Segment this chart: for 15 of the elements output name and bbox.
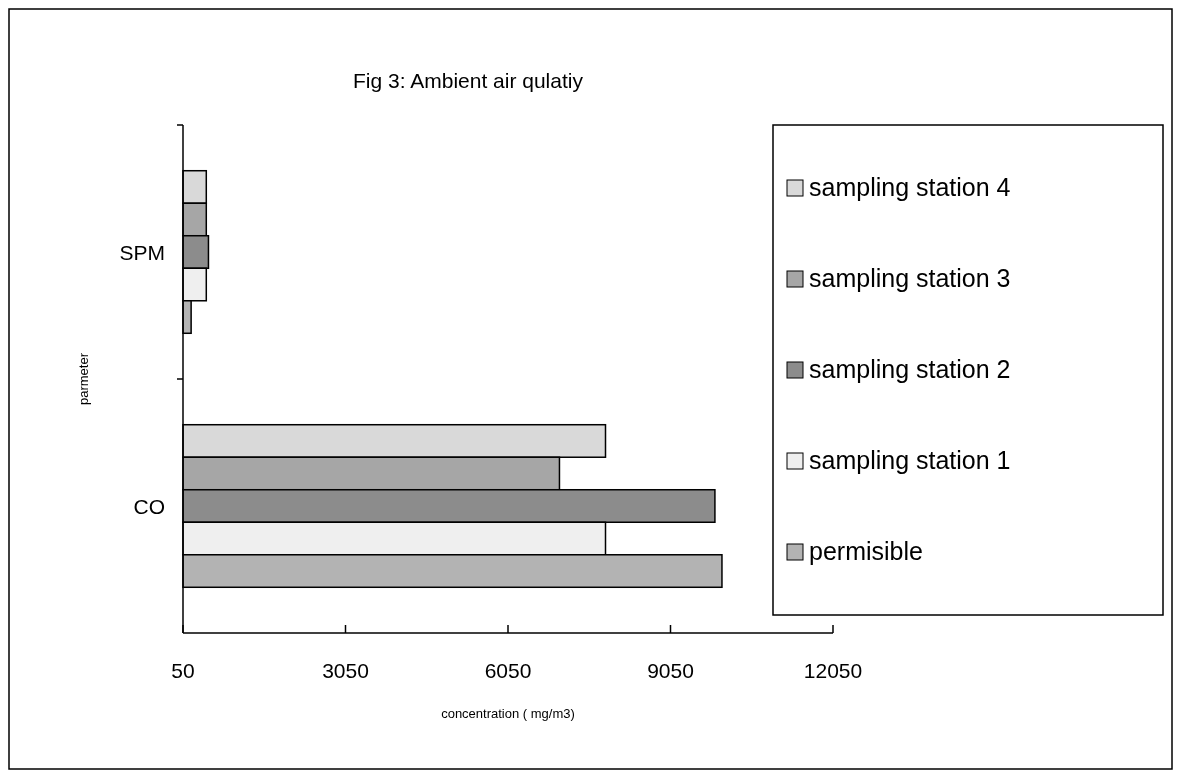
legend-label: sampling station 3 [809,264,1011,292]
x-tick-label: 12050 [803,659,863,682]
x-axis-title: concentration ( mg/m3) [441,706,575,721]
legend-label: permisible [809,537,923,565]
x-tick-label: 6050 [484,659,532,682]
legend-label: sampling station 4 [809,173,1011,201]
x-tick-label: 3050 [322,659,369,682]
x-tick-label: 9050 [647,659,694,682]
y-axis-title: parmeter [76,352,91,406]
x-tick-label: 50 [171,659,195,682]
y-tick-label: CO [133,495,165,518]
legend-label: sampling station 2 [809,355,1011,383]
y-tick-label: SPM [119,241,165,264]
chart-title: Fig 3: Ambient air qulatiy [353,69,584,92]
legend-label: sampling station 1 [809,446,1011,474]
